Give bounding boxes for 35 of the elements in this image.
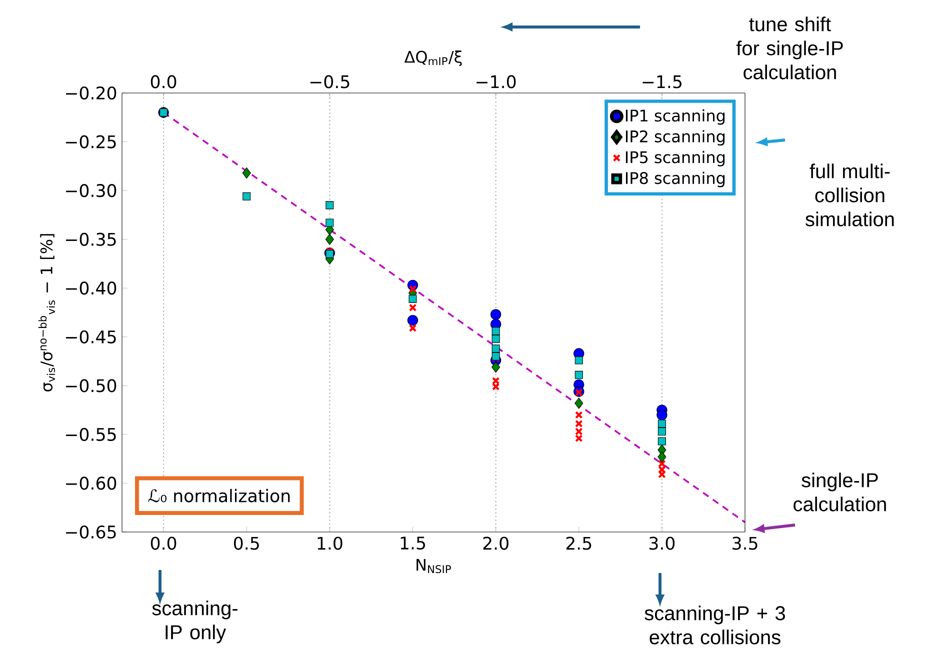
y-tick-label: −0.25 xyxy=(66,135,116,148)
x2-axis-title: ΔQ$_{mIP}$/ξ xyxy=(404,50,462,66)
y-axis-title: σ$_{vis}$/σ$^{no−bb}$$_{vis}$ − 1 [%] xyxy=(38,234,56,392)
x-tick-label: 2.0 xyxy=(483,536,508,550)
y-tick-label: −0.30 xyxy=(66,184,116,198)
x2-tick-label: −1.5 xyxy=(642,75,682,88)
x2-tick-label: 0.0 xyxy=(150,75,176,88)
text: single-IP calculation xyxy=(794,472,886,512)
y-tick-label: −0.60 xyxy=(66,476,116,490)
x2-tick-label: −0.5 xyxy=(310,75,350,88)
y-tick-label: −0.55 xyxy=(66,428,116,441)
y-tick-label: −0.40 xyxy=(66,282,116,295)
y-tick-label: −0.50 xyxy=(66,379,116,392)
text: scanning-IP + 3 extra collisions xyxy=(644,606,785,644)
y-tick-label: −0.45 xyxy=(66,330,116,344)
annotation: ℒ₀ normalization xyxy=(148,488,290,502)
legend-label: IP5 scanning xyxy=(626,150,725,166)
x-tick-label: 2.5 xyxy=(566,536,592,550)
y-tick-label: −0.35 xyxy=(66,232,116,246)
x-tick-label: 0.5 xyxy=(234,536,259,550)
x-axis-title: N$_{NSIP}$ xyxy=(416,558,451,574)
x2-tick-label: −1.0 xyxy=(476,75,516,88)
x-tick-label: 1.5 xyxy=(400,536,426,550)
legend-label: IP1 scanning xyxy=(626,109,725,125)
text: tune shift for single-IP calculation xyxy=(736,16,843,80)
x-tick-label: 1.0 xyxy=(318,536,342,550)
legend-label: IP8 scanning xyxy=(626,172,725,188)
y-tick-label: −0.20 xyxy=(66,86,116,100)
text: scanning-IP only xyxy=(152,600,238,644)
x-tick-label: 0.0 xyxy=(150,536,176,550)
legend-label: IP2 scanning xyxy=(626,130,725,146)
text: full multi-collision simulation xyxy=(806,164,894,226)
x-tick-label: 3.0 xyxy=(649,536,675,550)
y-tick-label: −0.65 xyxy=(66,525,116,539)
x-tick-label: 3.5 xyxy=(732,536,758,550)
